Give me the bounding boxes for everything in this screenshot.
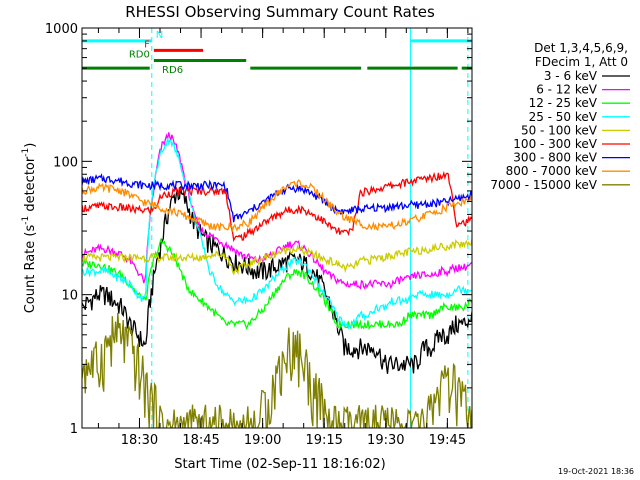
plot-frame [81,27,473,429]
legend-header-decimation: FDecim 1, Att 0 [535,55,628,69]
x-tick-label-2: 19:00 [244,433,281,448]
series-line-2 [82,237,472,331]
state-label-N: N [156,30,163,41]
series-line-7 [82,179,472,233]
axes-layer: 18:30 18:45 19:00 19:15 19:30 19:45 1 10 100 1000 [45,22,472,448]
legend-label-8: 7000 - 15000 keV [490,178,597,192]
state-label-F: F [144,39,150,50]
series-line-0 [82,186,472,374]
series-line-4 [82,238,472,276]
x-tick-label-0: 18:30 [121,433,158,448]
series-line-6 [82,173,472,223]
legend-label-1: 6 - 12 keV [536,83,598,97]
y-axis-label: Count Rate (s-1 detector-1) [21,143,38,314]
series-line-3 [82,137,472,330]
legend: Det 1,3,4,5,6,9, FDecim 1, Att 0 3 - 6 k… [490,41,630,192]
state-label-RD0: RD0 [129,50,150,61]
series-group [82,132,472,428]
y-tick-label-3: 1000 [45,22,78,37]
series-line-8 [82,312,472,428]
legend-label-3: 25 - 50 keV [529,110,598,124]
y-axis-label-sup1: -1 [21,216,31,225]
x-axis-label: Start Time (02-Sep-11 18:16:02) [174,457,385,472]
y-axis-label-sup2: -1 [21,148,31,157]
x-tick-label-1: 18:45 [182,433,219,448]
series-line-5 [82,170,472,243]
x-tick-label-3: 19:15 [305,433,342,448]
y-tick-label-0: 1 [70,422,78,437]
footer-timestamp: 19-Oct-2021 18:36 [558,467,634,476]
legend-label-2: 12 - 25 keV [529,96,598,110]
y-tick-label-1: 10 [61,289,78,304]
chart-title: RHESSI Observing Summary Count Rates [125,3,435,21]
y-axis-label-part2: detector [23,156,38,216]
y-tick-label-2: 100 [53,155,78,170]
state-label-RD6: RD6 [162,65,183,76]
legend-header-detectors: Det 1,3,4,5,6,9, [534,41,628,55]
y-axis-label-part1: Count Rate (s [23,225,38,314]
y-axis-label-part3: ) [23,143,38,148]
legend-label-6: 300 - 800 keV [513,151,597,165]
legend-label-5: 100 - 300 keV [513,137,597,151]
x-tick-label-4: 19:30 [367,433,404,448]
legend-label-4: 50 - 100 keV [521,123,598,137]
legend-label-0: 3 - 6 keV [544,69,598,83]
x-tick-label-5: 19:45 [429,433,466,448]
legend-label-7: 800 - 7000 keV [506,164,598,178]
